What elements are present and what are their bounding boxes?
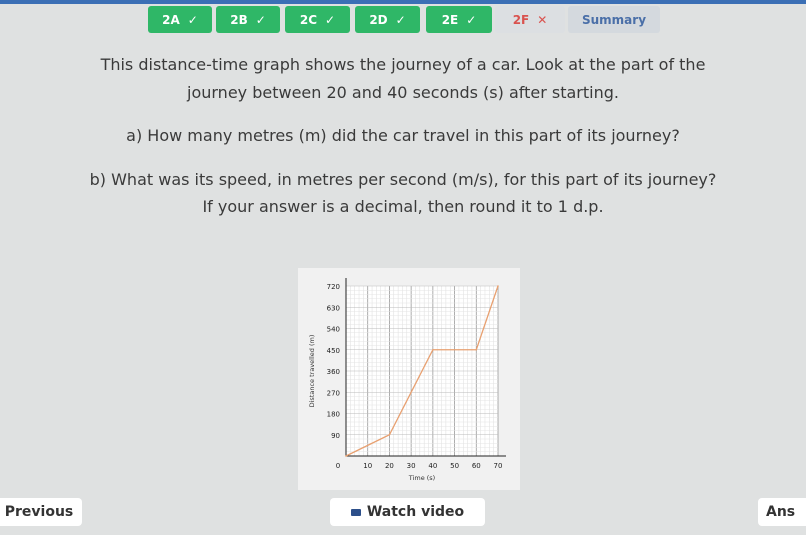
tab-label: 2D [369, 12, 388, 27]
question-part-b: b) What was its speed, in metres per sec… [89, 170, 717, 189]
chart-svg: 0 10 20 30 40 50 60 70 90 180 270 360 450 540 630 720 Ti… [308, 278, 506, 482]
journey-point [475, 348, 478, 351]
y-axis-label: Distance travelled (m) [308, 335, 316, 408]
tab-label: Summary [581, 12, 647, 27]
check-icon: ✓ [325, 12, 336, 27]
tab-label: 2E [441, 12, 459, 27]
tab-label: 2C [299, 12, 318, 27]
tab-2d[interactable]: 2D ✓ [355, 6, 420, 33]
x-tick-label: 20 [385, 462, 394, 470]
tab-2b[interactable]: 2B ✓ [216, 6, 280, 33]
top-bar [0, 0, 806, 4]
journey-point [497, 285, 499, 287]
x-tick-label: 60 [472, 462, 481, 470]
tab-2e[interactable]: 2E ✓ [426, 6, 492, 33]
answer-button[interactable]: Ans [758, 498, 806, 526]
journey-point [345, 455, 347, 457]
check-icon: ✓ [466, 12, 477, 27]
cross-icon: ✕ [537, 12, 548, 27]
answer-label: Ans [766, 504, 796, 520]
x-tick-label: 0 [336, 462, 340, 470]
x-axis-label: Time (s) [408, 474, 435, 482]
journey-point [432, 348, 434, 351]
x-tick-label: 50 [450, 462, 459, 470]
y-tick-label: 270 [327, 389, 340, 397]
x-tick-label: 10 [363, 462, 372, 470]
tab-summary[interactable]: Summary [568, 6, 660, 33]
y-tick-label: 630 [327, 304, 340, 312]
distance-time-graph: 0 10 20 30 40 50 60 70 90 180 270 360 450 540 630 720 Ti… [298, 268, 520, 490]
y-tick-label: 90 [331, 432, 340, 440]
y-tick-label: 180 [327, 411, 340, 419]
tab-label: 2A [162, 12, 180, 27]
question-line-1: This distance-time graph shows the journ… [100, 55, 706, 74]
tab-label: 2B [230, 12, 248, 27]
watch-video-button[interactable]: Watch video [330, 498, 485, 526]
x-tick-label: 70 [494, 462, 503, 470]
question-line-2: journey between 20 and 40 seconds (s) af… [187, 83, 619, 102]
y-tick-label: 450 [327, 347, 340, 355]
y-tick-label: 360 [327, 368, 340, 376]
tab-label: 2F [512, 12, 530, 27]
previous-label: Previous [4, 504, 74, 520]
previous-button[interactable]: Previous [0, 498, 82, 526]
check-icon: ✓ [255, 12, 266, 27]
x-tick-label: 40 [428, 462, 437, 470]
tab-2c[interactable]: 2C ✓ [285, 6, 350, 33]
journey-point [388, 433, 391, 436]
x-tick-label: 30 [407, 462, 416, 470]
question-part-a: a) How many metres (m) did the car trave… [126, 126, 680, 145]
check-icon: ✓ [395, 12, 406, 27]
tab-2a[interactable]: 2A ✓ [148, 6, 212, 33]
video-icon [350, 508, 361, 516]
tab-2f[interactable]: 2F ✕ [495, 6, 565, 33]
rounding-hint: If your answer is a decimal, then round … [202, 197, 604, 216]
watch-video-label: Watch video [366, 504, 465, 520]
y-tick-label: 540 [327, 326, 340, 334]
check-icon: ✓ [187, 12, 198, 27]
y-tick-label: 720 [327, 283, 340, 291]
